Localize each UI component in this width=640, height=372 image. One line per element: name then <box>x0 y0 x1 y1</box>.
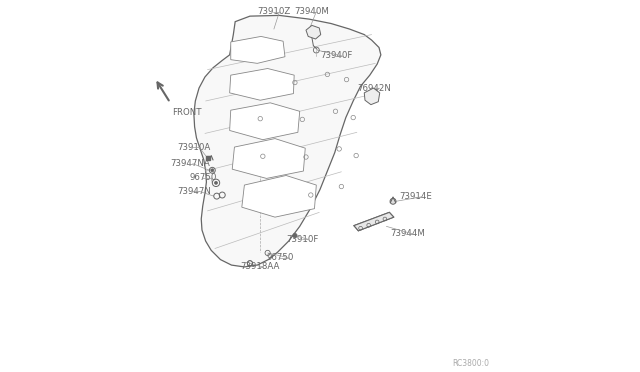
Text: 96750: 96750 <box>266 253 294 262</box>
Text: 73910F: 73910F <box>286 235 319 244</box>
Polygon shape <box>364 88 380 105</box>
Circle shape <box>390 198 396 204</box>
Polygon shape <box>232 139 305 179</box>
Polygon shape <box>231 36 285 63</box>
Polygon shape <box>306 25 321 39</box>
Circle shape <box>292 233 297 238</box>
Text: FRONT: FRONT <box>172 108 202 116</box>
Text: RC3800:0: RC3800:0 <box>452 359 490 368</box>
Text: 73940M: 73940M <box>294 7 329 16</box>
Text: 73910Z: 73910Z <box>257 7 291 16</box>
Text: 73944M: 73944M <box>390 229 425 238</box>
Polygon shape <box>354 212 394 231</box>
Circle shape <box>211 169 214 172</box>
Text: 73947N: 73947N <box>177 187 211 196</box>
Polygon shape <box>194 15 381 267</box>
Text: 96750: 96750 <box>189 173 216 182</box>
Text: 73940F: 73940F <box>320 51 353 61</box>
Polygon shape <box>230 103 300 140</box>
Text: 73910A: 73910A <box>177 142 210 151</box>
Polygon shape <box>230 68 294 100</box>
Text: 73918AA: 73918AA <box>241 262 280 272</box>
Text: 73947NA: 73947NA <box>171 159 211 168</box>
Circle shape <box>214 182 218 184</box>
Polygon shape <box>242 176 316 217</box>
Text: 73914E: 73914E <box>399 192 432 201</box>
Text: 76942N: 76942N <box>357 84 391 93</box>
